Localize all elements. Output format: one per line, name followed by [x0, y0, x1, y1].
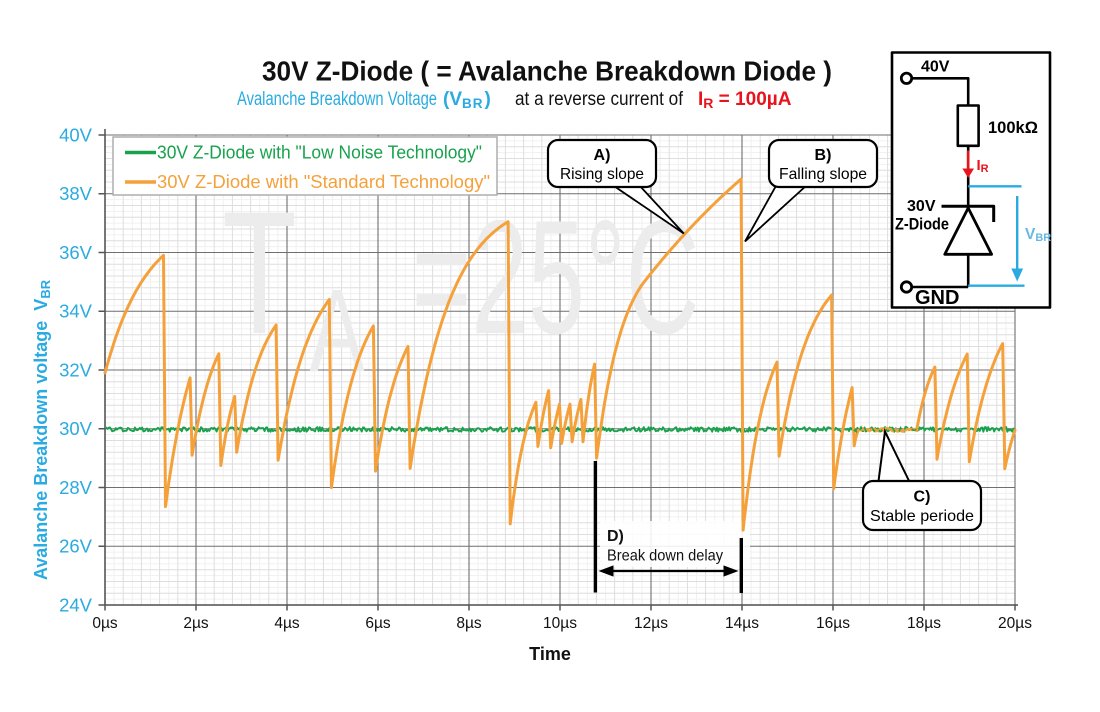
svg-text:2µs: 2µs: [183, 615, 209, 632]
svg-text:20µs: 20µs: [998, 615, 1032, 632]
svg-text:8µs: 8µs: [456, 615, 482, 632]
svg-text:(VBR): (VBR): [443, 89, 491, 111]
svg-text:32V: 32V: [59, 359, 93, 380]
svg-text:Falling slope: Falling slope: [779, 166, 867, 183]
svg-text:at a reverse current of: at a reverse current of: [515, 89, 684, 110]
svg-text:18µs: 18µs: [907, 615, 941, 632]
svg-text:14µs: 14µs: [725, 615, 759, 632]
svg-text:Avalanche Breakdown voltage V: Avalanche Breakdown voltage VBR: [31, 279, 53, 580]
svg-text:Break down delay: Break down delay: [607, 548, 723, 565]
svg-text:GND: GND: [915, 287, 959, 309]
svg-text:100kΩ: 100kΩ: [988, 119, 1038, 137]
svg-text:IR = 100µA: IR = 100µA: [698, 89, 792, 111]
svg-text:28V: 28V: [59, 477, 93, 498]
svg-text:30V Z-Diode with "Standard Tec: 30V Z-Diode with "Standard Technology": [157, 172, 490, 192]
svg-text:D): D): [607, 528, 624, 545]
svg-text:6µs: 6µs: [365, 615, 391, 632]
svg-text:16µs: 16µs: [816, 615, 850, 632]
svg-text:A): A): [594, 147, 611, 164]
svg-text:T: T: [222, 175, 297, 371]
svg-text:A: A: [310, 264, 365, 396]
svg-text:40V: 40V: [921, 59, 950, 76]
svg-text:30V: 30V: [907, 198, 936, 215]
svg-text:Avalanche Breakdown Voltage: Avalanche Breakdown Voltage: [237, 89, 437, 110]
svg-text:24V: 24V: [59, 594, 93, 615]
svg-text:4µs: 4µs: [274, 615, 300, 632]
svg-text:40V: 40V: [59, 124, 93, 145]
svg-text:Rising slope: Rising slope: [560, 166, 644, 183]
svg-text:10µs: 10µs: [543, 615, 577, 632]
svg-text:Time: Time: [529, 644, 571, 664]
svg-text:0µs: 0µs: [92, 615, 118, 632]
svg-text:30V Z-Diode ( = Avalanche Brea: 30V Z-Diode ( = Avalanche Breakdown Diod…: [262, 56, 832, 87]
svg-text:Stable periode: Stable periode: [870, 508, 974, 525]
svg-text:30V: 30V: [59, 418, 93, 439]
svg-text:38V: 38V: [59, 183, 93, 204]
svg-text:Z-Diode: Z-Diode: [895, 215, 949, 234]
svg-text:30V Z-Diode with "Low Noise Te: 30V Z-Diode with "Low Noise Technology": [157, 143, 482, 163]
svg-text:C): C): [914, 489, 931, 506]
svg-text:34V: 34V: [59, 301, 93, 322]
svg-text:36V: 36V: [59, 242, 93, 263]
svg-text:26V: 26V: [59, 536, 93, 557]
svg-text:B): B): [815, 147, 832, 164]
svg-text:12µs: 12µs: [634, 615, 668, 632]
